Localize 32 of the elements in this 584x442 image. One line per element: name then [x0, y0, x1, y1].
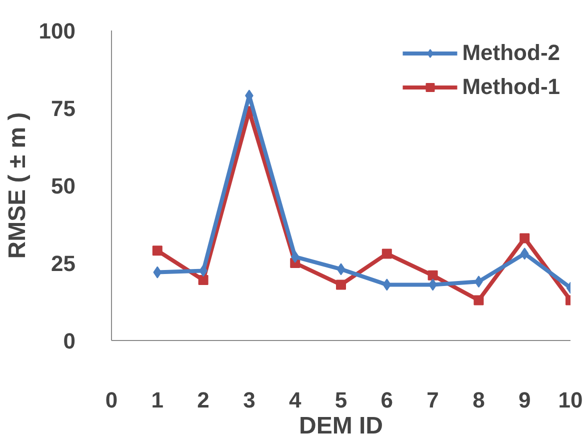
x-tick-label: 9 [518, 388, 531, 412]
point [290, 250, 300, 263]
point [520, 248, 529, 260]
x-tick-label: 3 [243, 388, 256, 412]
point [152, 246, 162, 256]
y-tick-label: 25 [51, 251, 76, 276]
y-tick-label: 50 [51, 174, 76, 198]
point [520, 233, 530, 244]
legend-label: Method-1 [462, 74, 560, 100]
point [382, 248, 392, 259]
x-tick-label: 0 [105, 388, 118, 412]
x-tick-label: 6 [380, 388, 394, 412]
point [474, 295, 484, 306]
y-tick-label: 75 [51, 96, 76, 121]
point [382, 278, 392, 291]
x-tick-label: 5 [334, 388, 348, 412]
x-tick-label: 7 [426, 388, 439, 412]
x-tick-label: 4 [288, 388, 302, 412]
point [336, 263, 346, 276]
y-axis-title: RMSE ( ± m ) [4, 112, 31, 259]
point [153, 266, 162, 278]
point [336, 280, 346, 290]
point [198, 275, 208, 286]
x-tick-label: 2 [197, 388, 210, 412]
point [428, 270, 438, 280]
y-tick-label: 100 [38, 18, 76, 44]
y-tick-label: 0 [63, 328, 76, 354]
x-tick-label: 8 [472, 388, 485, 412]
x-tick-label: 10 [558, 388, 583, 412]
x-axis-title: DEM ID [299, 412, 383, 440]
legend-label: Method-2 [462, 40, 560, 66]
x-tick-label: 1 [151, 388, 164, 412]
